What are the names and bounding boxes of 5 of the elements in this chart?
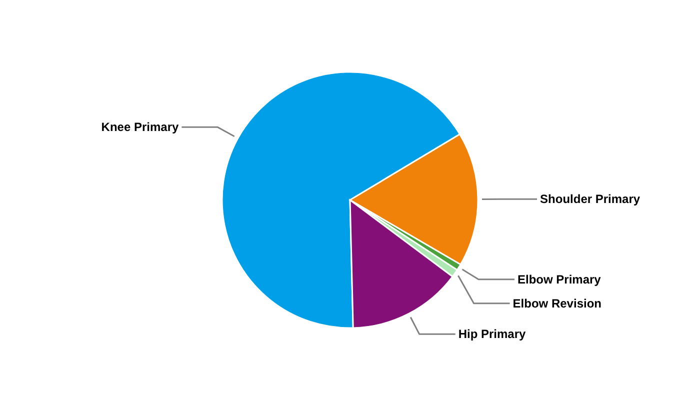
slice-label: Elbow Primary <box>517 272 602 286</box>
slice-label: Knee Primary <box>101 120 180 134</box>
slice-label: Shoulder Primary <box>540 192 640 206</box>
slice-label: Elbow Revision <box>512 296 602 310</box>
slice-label: Hip Primary <box>458 327 526 342</box>
